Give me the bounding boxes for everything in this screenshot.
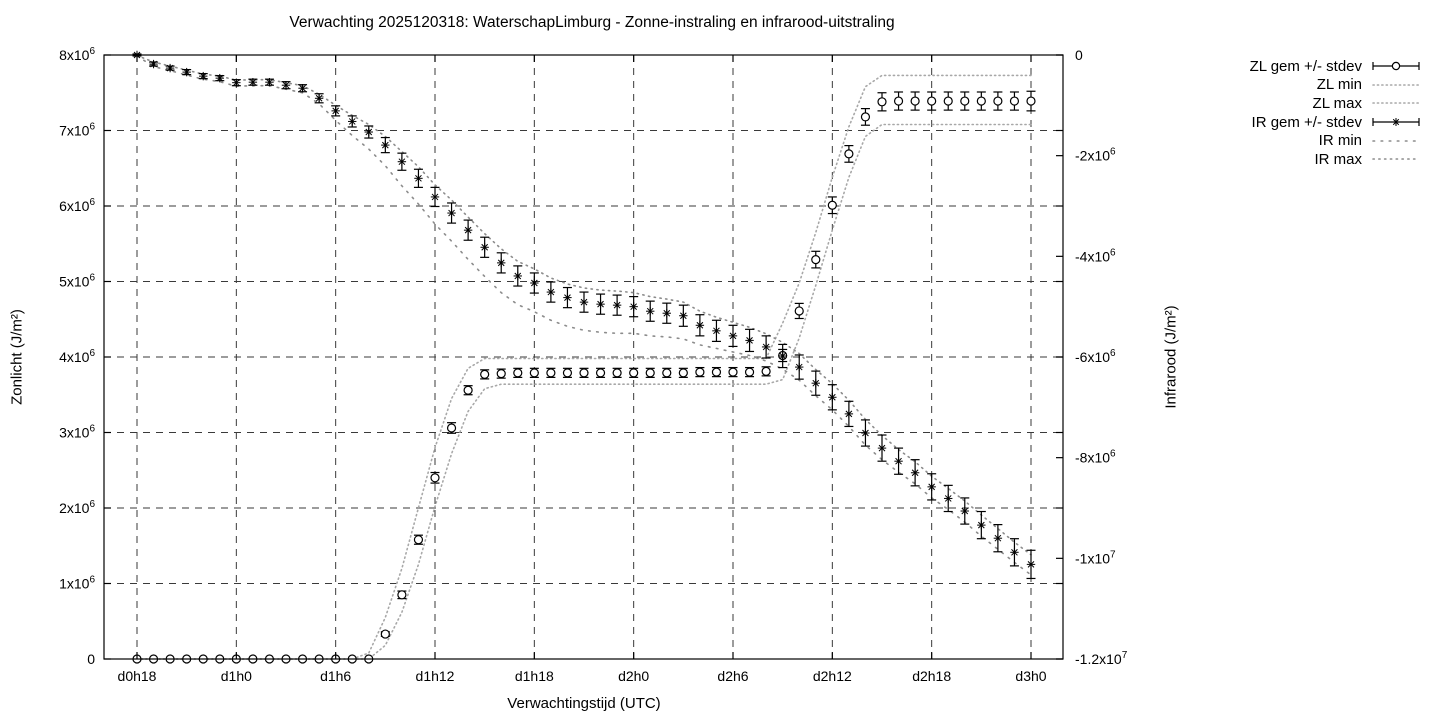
legend-label: ZL gem +/- stdev: [1249, 57, 1362, 75]
x-tick-label: d2h18: [912, 668, 951, 684]
y-right-tick-label: -1x107: [1075, 549, 1116, 566]
x-axis-label: Verwachtingstijd (UTC): [507, 695, 661, 712]
series-circle-zl: [132, 90, 1036, 664]
legend-entry-ir-min: IR min: [1250, 131, 1420, 150]
dotted-fine-icon: [1372, 84, 1420, 86]
chart-title: Verwachting 2025120318: WaterschapLimbur…: [289, 14, 895, 31]
y-left-tick-label: 2x106: [59, 499, 95, 516]
y-left-tick-label: 8x106: [59, 46, 95, 63]
legend: ZL gem +/- stdev ZL min ZL max IR gem +/- s…: [1250, 57, 1420, 169]
x-tick-label: d2h0: [618, 668, 649, 684]
y-right-tick-label: -1.2x107: [1075, 650, 1128, 667]
dotted-fine-icon: [1372, 102, 1420, 105]
grid-lines: [104, 55, 1063, 659]
x-tick-label: d1h6: [320, 668, 351, 684]
legend-entry-zl-gem-stdev: ZL gem +/- stdev: [1250, 57, 1420, 76]
x-tick-label: d3h0: [1015, 668, 1046, 684]
y-right-tick-label: -2x106: [1075, 147, 1116, 164]
x-tick-label: d2h12: [813, 668, 852, 684]
dotted-medium-icon: [1372, 158, 1420, 161]
legend-entry-zl-min: ZL min: [1250, 76, 1420, 95]
x-tick-label: d1h12: [416, 668, 455, 684]
series-star-ir: [132, 50, 1036, 580]
y-left-tick-label: 0: [87, 651, 95, 667]
legend-entry-zl-max: ZL max: [1250, 94, 1420, 113]
series-zl-min: [136, 123, 1032, 660]
y-right-tick-label: -8x106: [1075, 449, 1116, 466]
errorbar-star-icon: [1372, 118, 1420, 127]
y-left-tick-label: 3x106: [59, 424, 95, 441]
y-right-tick-label: 0: [1075, 47, 1083, 63]
y-left-tick-label: 5x106: [59, 273, 95, 290]
tick-labels: 0 1x106 2x106 3x106 4x106 5x106 6x106 7x106 8x10…: [59, 46, 1128, 684]
y-right-tick-label: -6x106: [1075, 348, 1116, 365]
legend-label: IR gem +/- stdev: [1251, 113, 1362, 131]
legend-label: IR max: [1314, 150, 1362, 168]
axis-ticks: [104, 54, 1063, 660]
y-left-tick-label: 4x106: [59, 348, 95, 365]
legend-entry-ir-max: IR max: [1250, 150, 1420, 169]
y-axis-left-label: Zonlicht (J/m²): [8, 309, 26, 405]
y-left-tick-label: 6x106: [59, 197, 95, 214]
errorbar-circle-icon: [1372, 62, 1420, 71]
x-tick-label: d1h0: [221, 668, 252, 684]
x-tick-label: d2h6: [717, 668, 748, 684]
y-axis-right-label: Infrarood (J/m²): [1162, 305, 1180, 409]
legend-label: ZL max: [1312, 94, 1362, 112]
x-tick-label: d1h18: [515, 668, 554, 684]
legend-label: ZL min: [1316, 76, 1362, 94]
dotted-coarse-icon: [1372, 139, 1420, 142]
legend-entry-ir-gem-stdev: IR gem +/- stdev: [1250, 113, 1420, 132]
y-right-tick-label: -4x106: [1075, 247, 1116, 264]
y-left-tick-label: 1x106: [59, 575, 95, 592]
x-tick-label: d0h18: [118, 668, 157, 684]
legend-label: IR min: [1318, 132, 1362, 150]
y-left-tick-label: 7x106: [59, 122, 95, 139]
series-ir-min: [136, 55, 1032, 576]
series-zl-max: [136, 74, 1032, 660]
